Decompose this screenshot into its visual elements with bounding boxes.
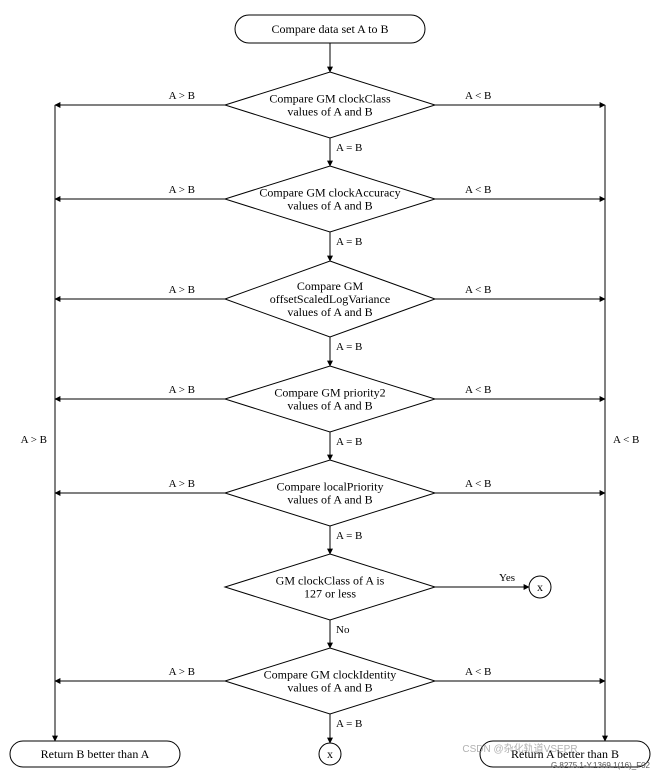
edge-label: Yes [499,572,515,584]
svg-text:Compare GM clockClass: Compare GM clockClass [269,92,391,106]
edge-label: No [336,624,350,636]
svg-text:values of A and B: values of A and B [287,199,372,213]
svg-text:Compare localPriority: Compare localPriority [277,480,384,494]
edge-label: A = B [336,436,362,448]
edge-label: A = B [336,236,362,248]
svg-text:Compare GM clockIdentity: Compare GM clockIdentity [264,668,397,682]
edge-label: A > B [169,184,195,196]
edge-label: A > B [21,434,47,446]
connector-x2: x [319,743,341,765]
edge-label: A < B [465,184,491,196]
edge-label: A > B [169,666,195,678]
svg-text:127 or less: 127 or less [304,587,356,601]
svg-text:Compare GM: Compare GM [297,279,364,293]
edge-label: A = B [336,718,362,730]
figure-code: G.8275.1-Y.1369.1(16)_F02 [551,761,651,770]
svg-text:values of A and B: values of A and B [287,305,372,319]
start-terminator: Compare data set A to B [235,15,425,43]
svg-text:Return B better than A: Return B better than A [41,747,150,761]
edge-label: A = B [336,142,362,154]
svg-text:values of A and B: values of A and B [287,105,372,119]
edge-label: A = B [336,530,362,542]
edge-label: A > B [169,284,195,296]
svg-text:x: x [537,580,543,594]
edge-label: A < B [465,90,491,102]
edge-label: A < B [465,284,491,296]
svg-text:x: x [327,747,333,761]
svg-text:GM clockClass of A is: GM clockClass of A is [276,574,385,588]
watermark: CSDN @杂化轨道VSEPR [462,742,577,755]
svg-text:values of A and B: values of A and B [287,493,372,507]
svg-text:Compare data set A to B: Compare data set A to B [272,22,389,36]
connector-x1: x [529,576,551,598]
svg-text:values of A and B: values of A and B [287,399,372,413]
edge-label: A > B [169,478,195,490]
svg-text:values of A and B: values of A and B [287,681,372,695]
edge-label: A = B [336,341,362,353]
edge-label: A < B [465,666,491,678]
svg-text:Compare GM priority2: Compare GM priority2 [274,386,385,400]
edge-label: A > B [169,90,195,102]
edge-label: A < B [613,434,639,446]
end-left-terminator: Return B better than A [10,741,180,767]
svg-text:Compare GM clockAccuracy: Compare GM clockAccuracy [259,186,400,200]
svg-text:offsetScaledLogVariance: offsetScaledLogVariance [270,292,390,306]
edge-label: A < B [465,478,491,490]
edge-label: A > B [169,384,195,396]
edge-label: A < B [465,384,491,396]
